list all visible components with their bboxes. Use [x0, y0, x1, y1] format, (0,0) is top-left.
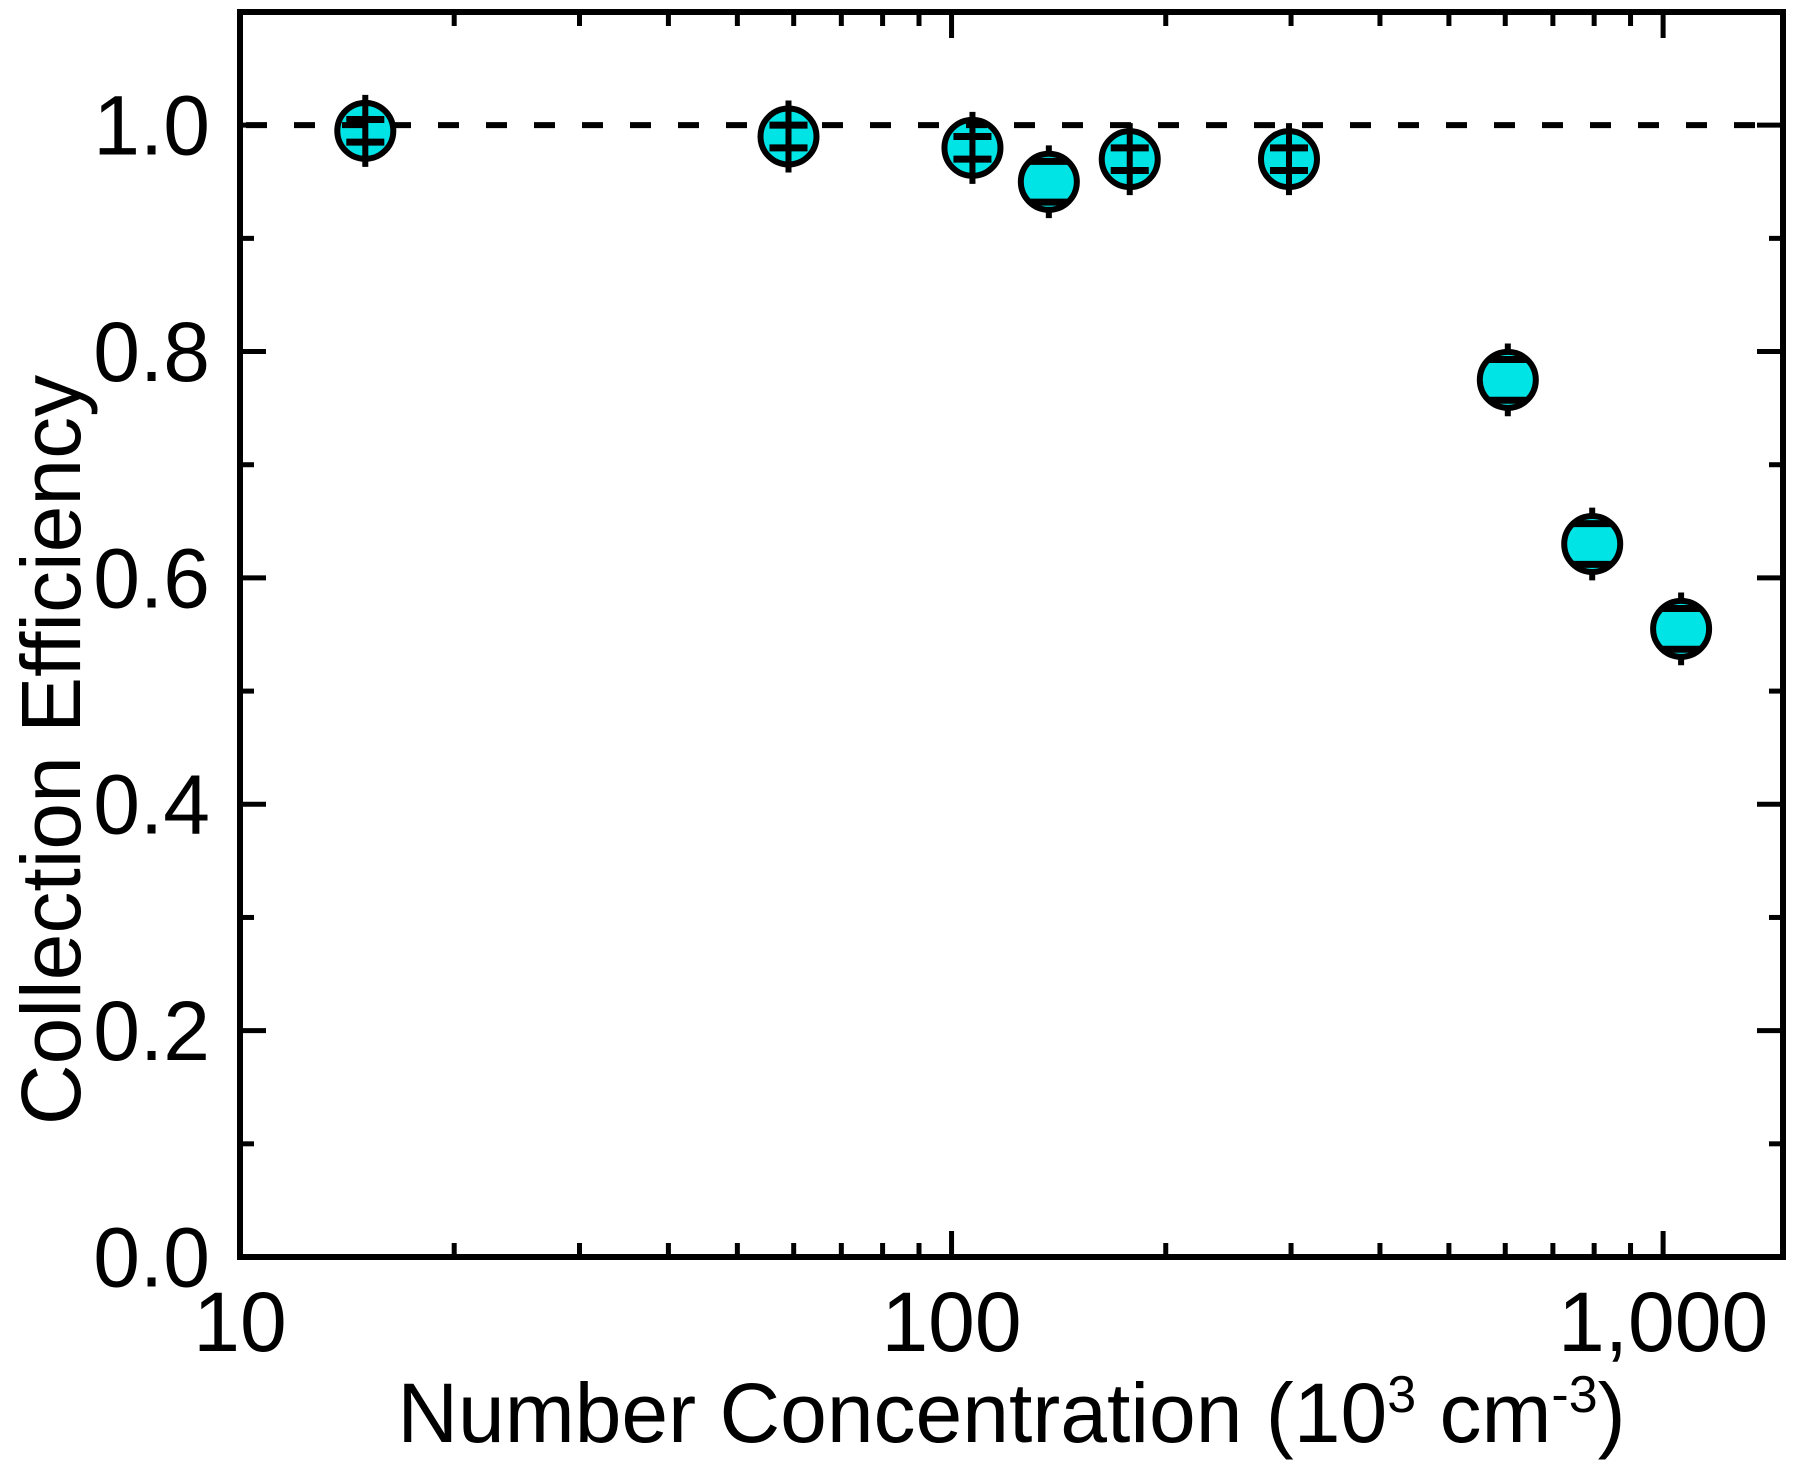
y-tick-label: 0.6: [93, 531, 210, 625]
data-point: [1017, 150, 1080, 213]
x-tick-label: 10: [193, 1275, 286, 1369]
y-axis-title: Collection Efficiency: [4, 375, 98, 1125]
x-tick-label: 100: [881, 1275, 1021, 1369]
data-point: [1476, 348, 1539, 411]
y-tick-label: 0.2: [93, 984, 210, 1078]
y-tick-label: 1.0: [93, 79, 210, 173]
x-axis-title: Number Concentration (103 cm-3): [397, 1366, 1625, 1460]
plot-frame: [237, 9, 1786, 1260]
y-tick-label: 0.4: [93, 758, 210, 852]
y-tick-label: 0.0: [93, 1210, 210, 1304]
data-point: [1650, 597, 1713, 660]
chart-root: Collection Efficiency 10 100 1,000 0.0 0.2 0.…: [4, 9, 1786, 1460]
data-point: [1561, 512, 1624, 575]
x-tick-label: 1,000: [1558, 1275, 1768, 1369]
y-tick-label: 0.8: [93, 305, 210, 399]
